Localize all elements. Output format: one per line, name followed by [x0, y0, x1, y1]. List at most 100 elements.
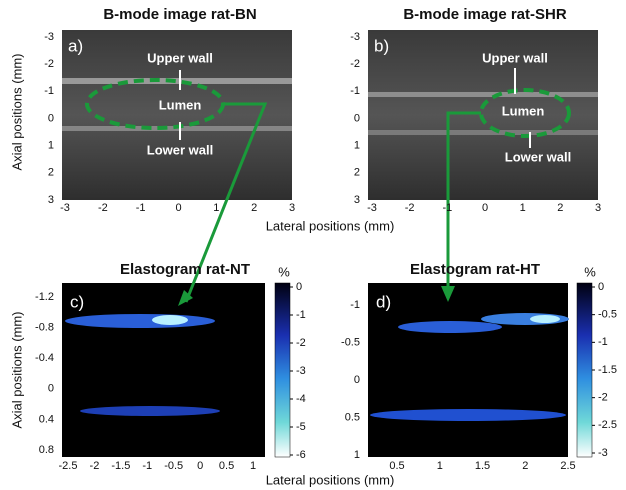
annotation: Lower wall [147, 142, 213, 157]
strain-band [65, 314, 215, 328]
x-tick-label: 0 [175, 202, 181, 214]
y-tick-label: 0 [48, 112, 54, 124]
colorbar-tick-label: -3 [598, 447, 608, 459]
panel-title: Elastogram rat-HT [410, 261, 540, 278]
y-tick-label: 0.5 [345, 411, 360, 423]
panel-title: Elastogram rat-NT [120, 261, 250, 278]
annotation: Upper wall [482, 50, 548, 65]
x-tick-label: 2.5 [560, 460, 575, 472]
x-tick-label: 1 [437, 460, 443, 472]
x-tick-label: -2 [90, 460, 100, 472]
y-tick-label: -1 [350, 85, 360, 97]
y-tick-label: 2 [48, 167, 54, 179]
x-tick-label: 0 [482, 202, 488, 214]
colorbar-unit: % [584, 264, 596, 279]
strain-band [398, 321, 502, 333]
y-tick-label: 2 [354, 167, 360, 179]
y-tick-label: -0.4 [35, 352, 54, 364]
y-axis-label: Axial positions (mm) [9, 53, 24, 170]
x-tick-label: -1 [442, 202, 452, 214]
colorbar-tick-label: -1 [296, 309, 306, 321]
wall-echo [368, 92, 598, 97]
x-tick-label: 1 [250, 460, 256, 472]
panel-title: B-mode image rat-BN [103, 6, 256, 23]
x-tick-label: 3 [595, 202, 601, 214]
colorbar [275, 283, 290, 457]
x-tick-label: 2 [557, 202, 563, 214]
colorbar-tick-label: -4 [296, 393, 306, 405]
colorbar [577, 283, 592, 457]
figure: Lateral positions (mm) Lateral positions… [0, 0, 626, 490]
y-tick-label: -0.5 [341, 336, 360, 348]
colorbar-tick-label: -3 [296, 365, 306, 377]
x-tick-label: -2 [405, 202, 415, 214]
y-tick-label: -2 [44, 58, 54, 70]
annotation: Lumen [502, 103, 545, 118]
panel-title: B-mode image rat-SHR [403, 6, 567, 23]
y-tick-label: 0.4 [39, 413, 54, 425]
colorbar-tick-label: -2 [598, 392, 608, 404]
y-axis-label: Axial positions (mm) [9, 311, 24, 428]
y-tick-label: 0 [354, 112, 360, 124]
x-tick-label: 1.5 [475, 460, 490, 472]
colorbar-unit: % [278, 264, 290, 279]
y-tick-label: 0.8 [39, 444, 54, 456]
colorbar-tick-label: -0.5 [598, 309, 617, 321]
strain-band [530, 315, 560, 323]
y-tick-label: -2 [350, 58, 360, 70]
y-tick-label: -0.8 [35, 322, 54, 334]
y-tick-label: -1 [350, 299, 360, 311]
x-tick-label: -1 [142, 460, 152, 472]
x-tick-label: 0.5 [219, 460, 234, 472]
elastogram [62, 283, 265, 457]
x-tick-label: 0 [197, 460, 203, 472]
wall-echo [62, 78, 292, 84]
colorbar-tick-label: -6 [296, 449, 306, 461]
x-axis-label: Lateral positions (mm) [266, 218, 395, 233]
colorbar-tick-label: 0 [296, 281, 302, 293]
x-axis-label: Lateral positions (mm) [266, 472, 395, 487]
colorbar-tick-label: 0 [598, 281, 604, 293]
panel-label: d) [376, 292, 391, 311]
x-tick-label: 1 [520, 202, 526, 214]
y-tick-label: 1 [354, 140, 360, 152]
panel-label: b) [374, 36, 389, 55]
strain-band [80, 406, 220, 416]
panel-label: c) [70, 292, 84, 311]
strain-band [152, 315, 188, 325]
annotation: Lower wall [505, 149, 571, 164]
x-tick-label: 2 [251, 202, 257, 214]
x-tick-label: 0.5 [389, 460, 404, 472]
x-tick-label: 3 [289, 202, 295, 214]
x-tick-label: 1 [213, 202, 219, 214]
annotation: Lumen [159, 97, 202, 112]
panel-label: a) [68, 36, 83, 55]
y-tick-label: 0 [48, 383, 54, 395]
y-tick-label: -1.2 [35, 291, 54, 303]
y-tick-label: -3 [44, 31, 54, 43]
y-tick-label: -1 [44, 85, 54, 97]
x-tick-label: -2 [98, 202, 108, 214]
x-tick-label: -1.5 [111, 460, 130, 472]
elastogram [368, 283, 568, 457]
x-tick-label: -1 [136, 202, 146, 214]
strain-band [370, 409, 566, 421]
y-tick-label: 1 [48, 140, 54, 152]
annotation: Upper wall [147, 50, 213, 65]
x-tick-label: -3 [367, 202, 377, 214]
wall-echo [368, 130, 598, 135]
y-tick-label: 3 [48, 194, 54, 206]
colorbar-tick-label: -2.5 [598, 419, 617, 431]
colorbar-tick-label: -5 [296, 421, 306, 433]
colorbar-tick-label: -2 [296, 337, 306, 349]
x-tick-label: -0.5 [164, 460, 183, 472]
x-tick-label: -3 [60, 202, 70, 214]
colorbar-tick-label: -1 [598, 336, 608, 348]
x-tick-label: 2 [522, 460, 528, 472]
y-tick-label: -3 [350, 31, 360, 43]
x-tick-label: -2.5 [59, 460, 78, 472]
y-tick-label: 0 [354, 374, 360, 386]
colorbar-tick-label: -1.5 [598, 364, 617, 376]
y-tick-label: 3 [354, 194, 360, 206]
y-tick-label: 1 [354, 449, 360, 461]
